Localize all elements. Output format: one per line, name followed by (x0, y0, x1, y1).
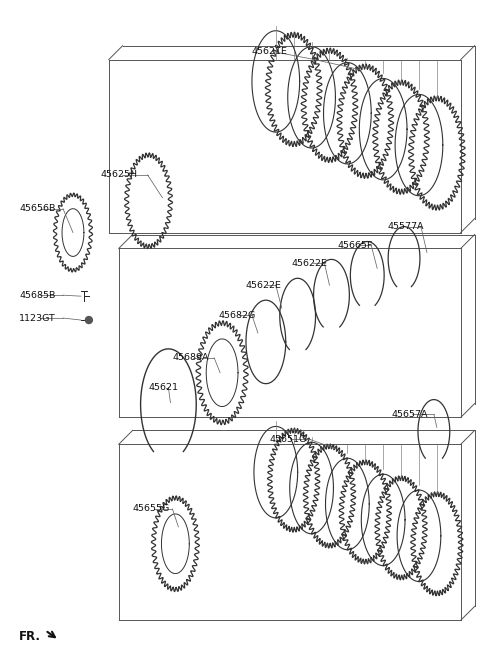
Text: 45622E: 45622E (292, 259, 327, 268)
Text: FR.: FR. (19, 629, 41, 643)
Text: 45622E: 45622E (246, 281, 282, 290)
Text: 45655G: 45655G (132, 504, 170, 514)
Text: 45689A: 45689A (172, 353, 209, 362)
Circle shape (85, 316, 92, 324)
Text: 45577A: 45577A (387, 222, 424, 231)
Text: 45651G: 45651G (270, 435, 307, 444)
Text: 45621: 45621 (148, 383, 179, 392)
Text: 45685B: 45685B (19, 291, 56, 300)
Text: 45625H: 45625H (101, 170, 138, 179)
Text: 45656B: 45656B (19, 204, 56, 213)
Text: 45657A: 45657A (391, 410, 428, 419)
Text: 45665F: 45665F (337, 241, 373, 250)
Text: 45621E: 45621E (252, 47, 288, 56)
Text: 1123GT: 1123GT (19, 314, 56, 322)
Text: 45682G: 45682G (218, 310, 255, 320)
